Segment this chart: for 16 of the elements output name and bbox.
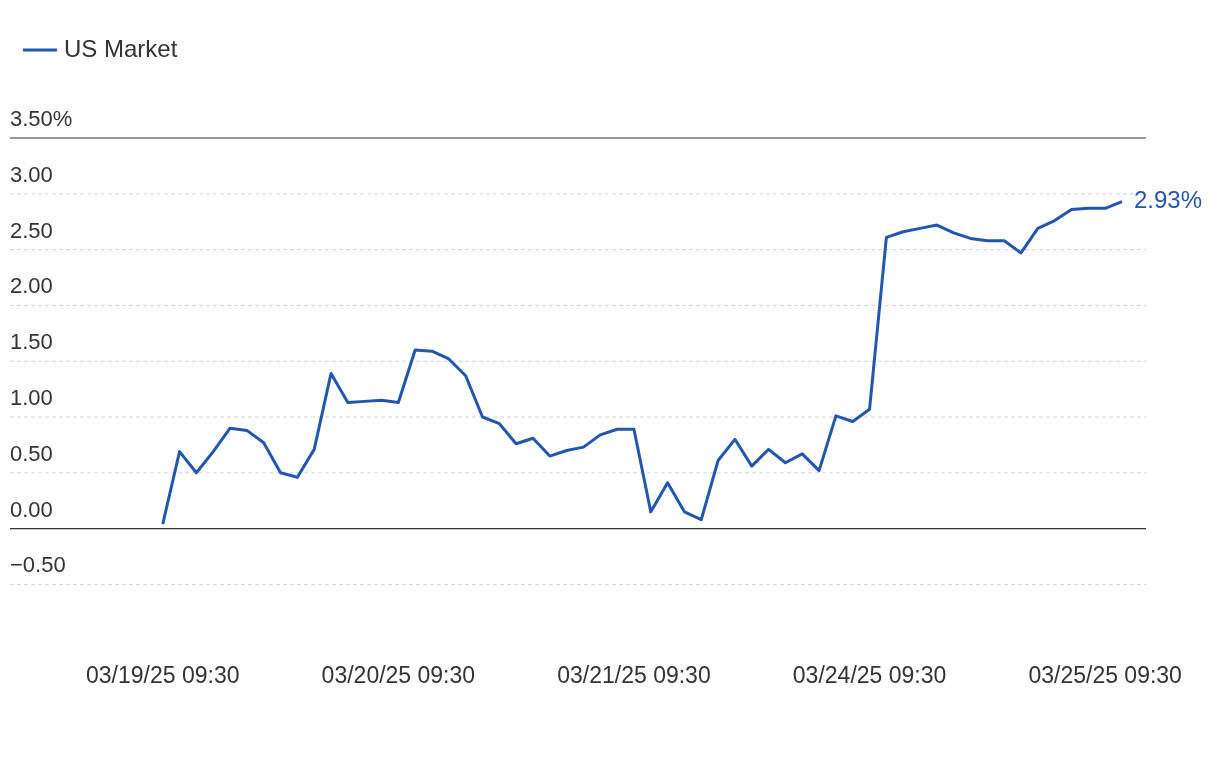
data-label: 2.93% <box>1134 186 1203 214</box>
y-tick-label: 3.00 <box>10 161 53 187</box>
y-tick-label: 1.00 <box>10 385 53 411</box>
x-tick-label: 03/25/25 09:30 <box>1028 661 1182 688</box>
legend-label: US Market <box>64 34 178 62</box>
y-tick-label: 2.50 <box>10 217 53 243</box>
y-tick-label: 0.00 <box>10 496 53 522</box>
x-tick-label: 03/24/25 09:30 <box>792 661 947 688</box>
y-tick-label: 1.50 <box>10 329 53 355</box>
x-tick-label: 03/21/25 09:30 <box>557 661 711 688</box>
y-tick-label: 0.50 <box>10 440 53 466</box>
x-tick-label: 03/19/25 09:30 <box>86 661 240 688</box>
y-tick-label: −0.50 <box>10 552 66 578</box>
y-tick-label: 3.50% <box>10 106 73 132</box>
x-tick-label: 03/20/25 09:30 <box>321 661 476 688</box>
y-tick-label: 2.00 <box>10 273 53 299</box>
